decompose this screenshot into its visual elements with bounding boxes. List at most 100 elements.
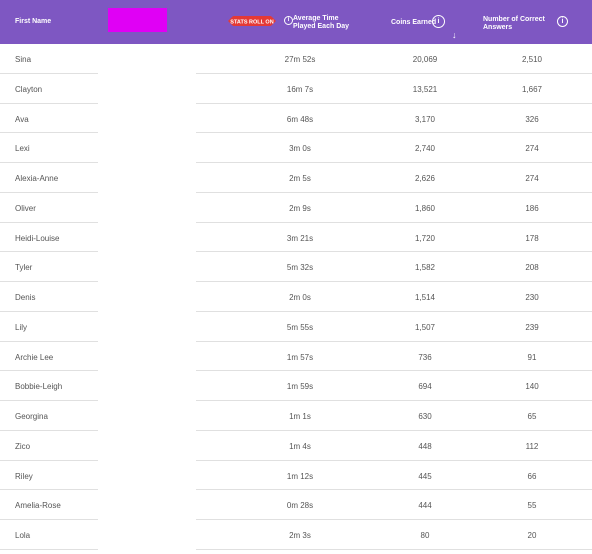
average-time: 2m 9s	[289, 203, 311, 213]
table-row[interactable]: Sina 27m 52s 20,069 2,510	[0, 44, 592, 74]
correct-answers: 230	[525, 293, 539, 302]
average-time: 1m 12s	[286, 471, 314, 481]
column-header-first-name[interactable]: First Name	[15, 18, 52, 25]
correct-answers: 2,510	[521, 55, 543, 64]
row-divider	[0, 370, 98, 372]
info-icon[interactable]: i	[557, 16, 568, 27]
table-row[interactable]: Lily 5m 55s 1,507 239	[0, 312, 592, 342]
row-divider	[0, 251, 98, 253]
player-name: Archie Lee	[15, 352, 54, 362]
row-divider	[0, 191, 98, 193]
row-divider	[0, 102, 98, 104]
coins-earned: 445	[418, 471, 432, 481]
row-divider	[196, 519, 592, 520]
table-row[interactable]: Amelia-Rose 0m 28s 444 55	[0, 490, 592, 520]
table-row[interactable]: Heidi-Louise 3m 21s 1,720 178	[0, 223, 592, 253]
row-divider	[0, 429, 98, 431]
row-divider	[196, 429, 592, 431]
average-time: 1m 1s	[289, 412, 311, 421]
row-divider	[0, 459, 98, 461]
player-name: Oliver	[15, 203, 36, 213]
coins-earned: 444	[418, 501, 432, 511]
table-row[interactable]: Denis 2m 0s 1,514 230	[0, 282, 592, 312]
row-divider	[0, 340, 98, 342]
table-header: First Name STATS ROLL ON i Average Time …	[0, 0, 592, 44]
column-header-coins-earned[interactable]: Coins Earned	[391, 19, 437, 26]
average-time: 16m 7s	[286, 84, 314, 94]
coins-earned: 80	[420, 531, 430, 540]
row-divider	[0, 221, 98, 223]
info-icon[interactable]: i	[284, 16, 293, 25]
coins-earned: 736	[418, 352, 432, 362]
coins-earned: 448	[418, 441, 432, 451]
correct-line2: Answers	[483, 24, 513, 31]
table-row[interactable]: Georgina 1m 1s 630 65	[0, 401, 592, 431]
player-name: Lily	[15, 322, 28, 332]
average-time: 5m 32s	[286, 263, 314, 273]
table-row[interactable]: Alexia-Anne 2m 5s 2,626 274	[0, 163, 592, 193]
row-divider	[0, 519, 98, 520]
coins-earned: 1,507	[414, 322, 436, 332]
correct-answers: 1,667	[521, 84, 543, 94]
player-name: Riley	[15, 471, 33, 481]
average-time: 6m 48s	[286, 114, 314, 124]
table-row[interactable]: Bobbie-Leigh 1m 59s 694 140	[0, 371, 592, 401]
redacted-block	[108, 8, 167, 32]
row-divider	[196, 132, 592, 134]
correct-answers: 239	[525, 322, 539, 332]
table-row[interactable]: Lexi 3m 0s 2,740 274	[0, 133, 592, 163]
average-time: 2m 5s	[289, 174, 311, 183]
row-divider	[0, 400, 98, 401]
row-divider	[0, 132, 98, 134]
column-header-average-time[interactable]: Average Time Played Each Day	[293, 15, 349, 31]
table-row[interactable]: Tyler 5m 32s 1,582 208	[0, 252, 592, 282]
player-name: Amelia-Rose	[15, 501, 61, 511]
player-name: Clayton	[15, 84, 43, 94]
row-divider	[196, 102, 592, 104]
table-row[interactable]: Lola 2m 3s 80 20	[0, 520, 592, 550]
correct-answers: 274	[525, 144, 539, 154]
player-name: Tyler	[15, 263, 33, 273]
player-name: Denis	[15, 293, 36, 302]
row-divider	[196, 310, 592, 312]
average-time: 5m 55s	[286, 322, 314, 332]
average-time: 1m 4s	[289, 441, 311, 451]
average-time: 2m 3s	[289, 531, 311, 540]
row-divider	[0, 548, 98, 550]
table-row[interactable]: Riley 1m 12s 445 66	[0, 461, 592, 491]
average-time: 0m 28s	[286, 501, 314, 511]
player-name: Georgina	[15, 412, 48, 421]
correct-answers: 178	[525, 233, 539, 243]
correct-answers: 140	[525, 382, 539, 392]
row-divider	[0, 489, 98, 491]
coins-earned: 630	[418, 412, 432, 421]
correct-answers: 112	[525, 441, 539, 451]
coins-earned: 13,521	[412, 84, 438, 94]
table-row[interactable]: Oliver 2m 9s 1,860 186	[0, 193, 592, 223]
row-divider	[0, 281, 98, 282]
average-time: 3m 0s	[289, 144, 311, 154]
table-row[interactable]: Zico 1m 4s 448 112	[0, 431, 592, 461]
coins-earned: 1,860	[414, 203, 436, 213]
info-icon[interactable]: i	[432, 15, 445, 28]
table-row[interactable]: Ava 6m 48s 3,170 326	[0, 104, 592, 134]
coins-earned: 20,069	[412, 55, 438, 64]
player-name: Heidi-Louise	[15, 233, 60, 243]
coins-earned: 2,740	[414, 144, 436, 154]
coins-earned: 3,170	[414, 114, 436, 124]
row-divider	[196, 72, 592, 74]
average-time: 27m 52s	[284, 55, 316, 64]
table-row[interactable]: Clayton 16m 7s 13,521 1,667	[0, 74, 592, 104]
correct-answers: 66	[527, 471, 537, 481]
correct-answers: 55	[527, 501, 537, 511]
row-divider	[196, 162, 592, 163]
sort-down-icon[interactable]: ↓	[452, 30, 457, 40]
coins-earned: 2,626	[414, 174, 436, 183]
row-divider	[0, 310, 98, 312]
player-name: Alexia-Anne	[15, 174, 59, 183]
correct-answers: 208	[525, 263, 539, 273]
average-time: 1m 57s	[286, 352, 314, 362]
player-name: Ava	[15, 114, 29, 124]
table-row[interactable]: Archie Lee 1m 57s 736 91	[0, 342, 592, 372]
column-header-correct-answers[interactable]: Number of Correct Answers	[483, 16, 545, 32]
